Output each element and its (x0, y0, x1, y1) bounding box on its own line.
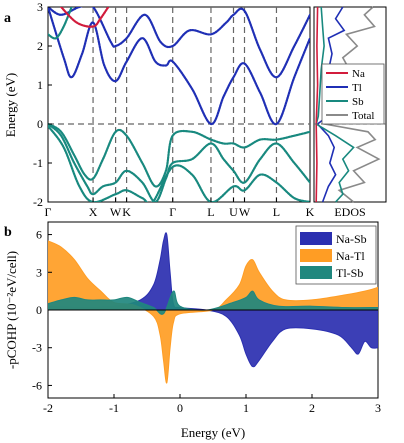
panel-b: b -2 -1 0 1 2 3 -6 -3 0 3 6 Energy (eV) -pCOHP (1… (4, 221, 381, 440)
cohp-area-na-tl (48, 240, 378, 384)
legend-label: Sb (352, 96, 364, 108)
y-tick-label: 6 (36, 228, 42, 242)
band-y-axis-label: Energy (eV) (3, 73, 18, 137)
legend-label: Na (352, 68, 365, 80)
legend-label: Na-Sb (336, 232, 367, 246)
band-curve (48, 122, 310, 188)
x-tick-label: -1 (109, 401, 119, 415)
y-tick-label: -1 (33, 156, 43, 170)
edos-label: EDOS (334, 205, 365, 219)
edos-curve (315, 6, 319, 203)
band-curve (48, 124, 310, 202)
x-tick-label: 3 (375, 401, 381, 415)
cohp-x-axis-label: Energy (eV) (181, 425, 245, 440)
edos-legend: Na Tl Sb Total (321, 63, 385, 125)
band-curve (60, 7, 110, 28)
edos-curve (315, 6, 355, 203)
legend-label: Total (352, 110, 374, 122)
band-grid (48, 7, 310, 202)
kpoint-label: L (273, 205, 280, 219)
x-tick-label: 0 (177, 401, 183, 415)
kpoint-label: L (207, 205, 214, 219)
legend-swatch (300, 266, 332, 279)
cohp-y-ticks: -6 -3 0 3 6 (32, 228, 52, 392)
kpoint-label: W (110, 205, 122, 219)
cohp-y-axis-label: -pCOHP (10⁻²eV/cell) (4, 251, 19, 369)
panel-a-label: a (4, 11, 11, 26)
y-tick-label: 3 (37, 0, 43, 14)
legend-swatch (300, 249, 332, 262)
x-tick-label: -2 (43, 401, 53, 415)
y-tick-label: 1 (37, 78, 43, 92)
kpoint-label: W (239, 205, 251, 219)
kpoint-label: K (122, 205, 131, 219)
cohp-areas (48, 232, 378, 384)
legend-label: Na-Tl (336, 249, 365, 263)
kpoint-label: U (229, 205, 238, 219)
legend-label: Tl (352, 82, 362, 94)
x-tick-label: 1 (243, 401, 249, 415)
band-curve (48, 7, 310, 79)
kpoint-label: Γ (169, 205, 176, 219)
y-tick-label: -2 (33, 195, 43, 209)
kpoint-label: Γ (45, 205, 52, 219)
y-tick-label: -6 (32, 378, 42, 392)
y-tick-label: 2 (37, 39, 43, 53)
cohp-legend: Na-Sb Na-Tl Tl-Sb (295, 225, 377, 285)
legend-label: Tl-Sb (336, 266, 363, 280)
panel-b-label: b (4, 225, 12, 240)
legend-swatch (300, 232, 332, 245)
band-curve (48, 7, 310, 126)
band-lines (48, 7, 310, 202)
cohp-x-ticks: -2 -1 0 1 2 3 (43, 394, 381, 415)
kpoint-label: X (89, 205, 98, 219)
y-tick-label: 3 (36, 265, 42, 279)
y-tick-label: 0 (37, 117, 43, 131)
cohp-area-tl-sb (48, 290, 378, 315)
y-tick-label: -3 (32, 341, 42, 355)
kpoint-label: K (306, 205, 315, 219)
cohp-area-na-sb (48, 232, 378, 368)
y-tick-label: 0 (36, 303, 42, 317)
band-y-ticks: -2 -1 0 1 2 3 (33, 0, 52, 209)
x-tick-label: 2 (309, 401, 315, 415)
